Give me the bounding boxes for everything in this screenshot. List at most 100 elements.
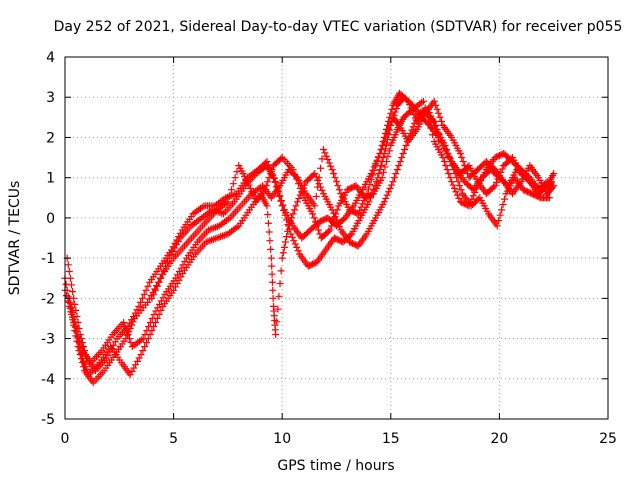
data-point [427, 124, 435, 132]
x-tick-label: 5 [169, 431, 178, 447]
data-point [144, 282, 152, 290]
data-point [452, 188, 460, 196]
data-point [328, 166, 336, 174]
data-point [279, 201, 287, 209]
data-point [490, 183, 498, 191]
data-point [398, 154, 406, 162]
data-point [226, 192, 234, 200]
data-point [274, 305, 282, 313]
data-point [359, 200, 367, 208]
data-point [143, 327, 151, 335]
data-point [294, 247, 302, 255]
data-point [468, 195, 476, 203]
data-point [142, 339, 150, 347]
data-point [265, 228, 273, 236]
data-point [456, 182, 464, 190]
data-point [292, 202, 300, 210]
data-point [267, 254, 275, 262]
data-point [388, 181, 396, 189]
data-point [141, 343, 149, 351]
data-point [448, 162, 456, 170]
data-point [229, 180, 237, 188]
data-point [139, 347, 147, 355]
data-point [456, 150, 464, 158]
data-point [148, 294, 156, 302]
data-point [125, 335, 133, 343]
data-point [281, 238, 289, 246]
data-point [285, 222, 293, 230]
data-point [366, 180, 374, 188]
data-point [66, 274, 74, 282]
data-point [276, 192, 284, 200]
data-point [447, 158, 455, 166]
data-point [396, 158, 404, 166]
data-point [123, 327, 131, 335]
data-point [549, 183, 557, 191]
y-tick-label: -4 [41, 372, 55, 388]
data-point [430, 119, 438, 127]
data-point [228, 186, 236, 194]
data-point [441, 141, 449, 149]
data-point [498, 165, 506, 173]
data-point [262, 182, 270, 190]
data-point [466, 198, 474, 206]
data-point [293, 243, 301, 251]
data-point [153, 282, 161, 290]
y-tick-label: -5 [41, 412, 55, 428]
data-point [385, 188, 393, 196]
data-point [428, 131, 436, 139]
data-point [411, 119, 419, 127]
data-point [446, 174, 454, 182]
data-point [433, 105, 441, 113]
data-point [298, 189, 306, 197]
data-point [150, 310, 158, 318]
data-point [313, 222, 321, 230]
data-point [289, 166, 297, 174]
y-tick-label: 2 [46, 130, 55, 146]
data-point [443, 146, 451, 154]
data-point [311, 170, 319, 178]
data-point [310, 214, 318, 222]
x-tick-label: 15 [382, 431, 400, 447]
data-point [330, 170, 338, 178]
data-point [427, 112, 435, 120]
data-point [334, 182, 342, 190]
data-point [382, 133, 390, 141]
data-point [325, 159, 333, 167]
data-point [498, 206, 506, 214]
x-tick-label: 25 [599, 431, 617, 447]
data-point [248, 188, 256, 196]
series-track-2 [63, 89, 558, 375]
data-point [135, 354, 143, 362]
data-point [275, 192, 283, 200]
data-point [469, 192, 477, 200]
x-tick-label: 10 [273, 431, 291, 447]
y-tick-label: 4 [46, 50, 55, 66]
data-point [277, 155, 285, 163]
data-point [277, 267, 285, 275]
data-point [293, 198, 301, 206]
data-point [364, 185, 372, 193]
data-point [233, 168, 241, 176]
data-point [312, 218, 320, 226]
data-point [294, 180, 302, 188]
data-point [356, 207, 364, 215]
data-point [133, 357, 141, 365]
data-point [376, 166, 384, 174]
data-point [111, 338, 119, 346]
data-point [65, 268, 73, 276]
data-point [268, 166, 276, 174]
data-point [293, 175, 301, 183]
data-point [249, 191, 257, 199]
data-point [453, 174, 461, 182]
data-point [146, 318, 154, 326]
data-point [332, 210, 340, 218]
data-point [312, 192, 320, 200]
data-point [231, 174, 239, 182]
data-point [448, 178, 456, 186]
data-point [132, 361, 140, 369]
data-point [317, 164, 325, 172]
data-point [276, 280, 284, 288]
